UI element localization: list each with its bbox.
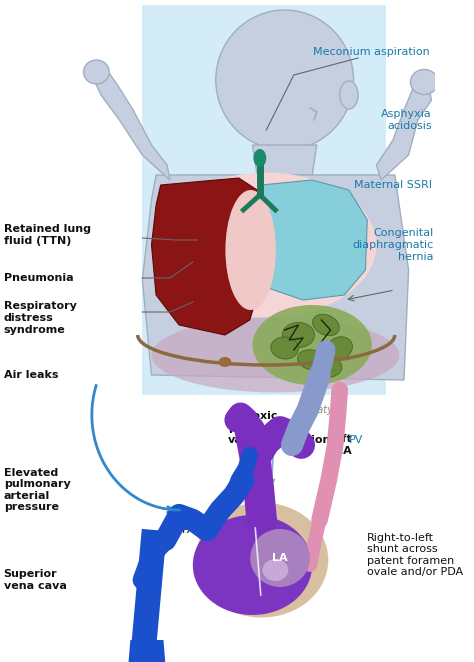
- Polygon shape: [260, 180, 367, 300]
- Polygon shape: [253, 145, 317, 175]
- Text: PDA: PDA: [228, 485, 250, 495]
- Ellipse shape: [254, 149, 266, 167]
- Polygon shape: [376, 80, 431, 180]
- Text: Hypoxic
pulmonary
vasoconstriction: Hypoxic pulmonary vasoconstriction: [228, 411, 331, 445]
- Text: Left
SCA: Left SCA: [327, 434, 352, 456]
- Text: PV: PV: [349, 435, 363, 445]
- Text: Retained lung
fluid (TTN): Retained lung fluid (TTN): [4, 224, 91, 246]
- Text: Superior
vena cava: Superior vena cava: [4, 569, 66, 591]
- Polygon shape: [128, 640, 165, 662]
- Text: Asphyxia
acidosis: Asphyxia acidosis: [381, 109, 431, 131]
- Polygon shape: [92, 68, 170, 180]
- Ellipse shape: [410, 70, 438, 95]
- Ellipse shape: [219, 357, 231, 367]
- Ellipse shape: [340, 81, 358, 109]
- Ellipse shape: [216, 10, 354, 150]
- Ellipse shape: [83, 60, 109, 84]
- Ellipse shape: [271, 337, 299, 359]
- Text: Satyan: Satyan: [312, 405, 346, 415]
- Ellipse shape: [195, 502, 328, 618]
- Ellipse shape: [156, 173, 376, 318]
- Text: Maternal SSRI: Maternal SSRI: [354, 180, 431, 190]
- Ellipse shape: [263, 559, 288, 581]
- Ellipse shape: [193, 515, 312, 615]
- Text: Meconium aspiration: Meconium aspiration: [313, 47, 430, 57]
- Text: Right-to-left
shunt across
patent foramen
ovale and/or PDA: Right-to-left shunt across patent forame…: [367, 533, 464, 577]
- Ellipse shape: [298, 350, 327, 370]
- Text: LA: LA: [272, 553, 288, 563]
- Ellipse shape: [253, 305, 372, 385]
- Ellipse shape: [283, 322, 314, 348]
- Ellipse shape: [313, 314, 339, 336]
- Ellipse shape: [152, 318, 400, 393]
- Ellipse shape: [327, 337, 353, 359]
- Text: Congenital
diaphragmatic
hernia: Congenital diaphragmatic hernia: [352, 228, 433, 261]
- Ellipse shape: [226, 190, 276, 310]
- Text: Respiratory
distress
syndrome: Respiratory distress syndrome: [4, 301, 76, 334]
- FancyBboxPatch shape: [142, 5, 386, 395]
- Ellipse shape: [319, 359, 342, 377]
- Polygon shape: [152, 178, 259, 335]
- Text: Elevated
pulmonary
arterial
pressure: Elevated pulmonary arterial pressure: [4, 467, 71, 512]
- Polygon shape: [142, 175, 409, 380]
- Text: PA: PA: [182, 525, 195, 535]
- Text: Air leaks: Air leaks: [4, 370, 58, 380]
- Ellipse shape: [250, 529, 310, 587]
- Text: Pneumonia: Pneumonia: [4, 273, 73, 283]
